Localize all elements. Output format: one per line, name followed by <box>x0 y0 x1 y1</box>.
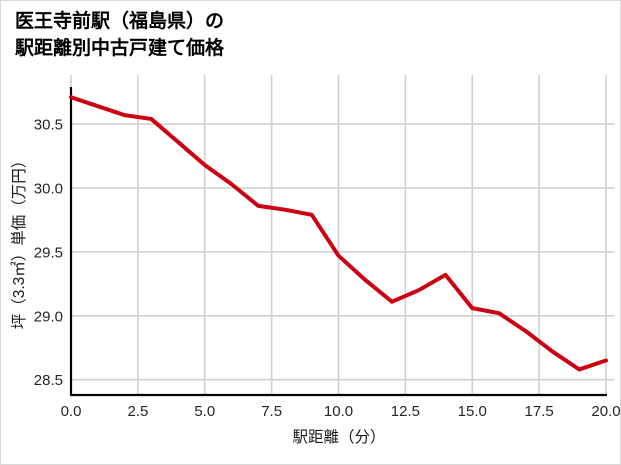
price-line <box>69 95 608 372</box>
x-axis-title: 駅距離（分） <box>292 428 385 446</box>
x-tick-label: 15.0 <box>458 403 487 420</box>
x-tick-label: 7.5 <box>261 403 282 420</box>
axis-spines <box>69 87 607 397</box>
x-tick-label: 5.0 <box>194 403 215 420</box>
x-tick-labels: 0.0 2.5 5.0 7.5 10.0 12.5 15.0 17.5 20.0 <box>61 403 620 420</box>
y-tick-labels: 28.5 29.0 29.5 30.0 30.5 <box>34 117 63 390</box>
grid-lines <box>70 75 614 395</box>
x-tick-label: 0.0 <box>61 403 82 420</box>
data-series-line <box>69 95 608 372</box>
x-tick-label: 20.0 <box>591 403 620 420</box>
y-tick-label: 29.0 <box>34 308 63 325</box>
y-tick-label: 29.5 <box>34 244 63 261</box>
chart-title: 医王寺前駅（福島県）の 駅距離別中古戸建て価格 <box>15 11 225 59</box>
x-tick-label: 12.5 <box>391 403 420 420</box>
x-tick-label: 17.5 <box>525 403 554 420</box>
y-tick-label: 30.0 <box>34 180 63 197</box>
y-axis-title: 坪（3.3㎡）単価（万円） <box>10 153 28 330</box>
y-tick-label: 28.5 <box>34 372 63 389</box>
y-tick-label: 30.5 <box>34 117 63 134</box>
x-tick-label: 10.0 <box>324 403 353 420</box>
x-tick-label: 2.5 <box>127 403 148 420</box>
